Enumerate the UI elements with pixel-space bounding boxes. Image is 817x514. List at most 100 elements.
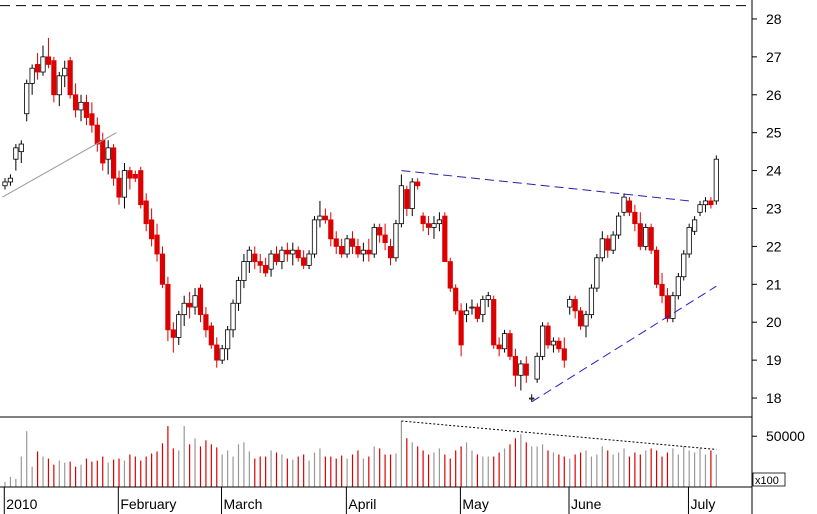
candle-body: [659, 283, 665, 297]
price-tick-label: 27: [766, 49, 782, 65]
candle-body: [290, 249, 296, 255]
candle-body: [626, 200, 633, 213]
candle-body: [436, 219, 443, 225]
candle-body: [284, 249, 290, 255]
candle-body: [697, 204, 703, 213]
candle-body: [507, 333, 513, 357]
candle-body: [132, 173, 138, 179]
candle-body: [480, 299, 486, 316]
candle-body: [512, 355, 519, 376]
candle-body: [648, 227, 654, 251]
candle-body: [149, 219, 155, 240]
price-tick-label: 25: [766, 125, 782, 141]
volume-panel: [4, 420, 717, 487]
price-tick-label: 26: [766, 87, 782, 103]
price-tick-label: 18: [766, 390, 782, 406]
candle-body: [496, 344, 502, 350]
candle-body: [463, 310, 470, 316]
candle-body: [447, 261, 453, 289]
candle-body: [474, 306, 481, 319]
candle-body: [241, 261, 247, 281]
candle-body: [654, 249, 660, 285]
candle-body: [214, 344, 220, 361]
candle-body: [442, 215, 448, 262]
month-label: April: [348, 496, 376, 512]
candle-body: [328, 219, 334, 240]
candle-body: [181, 302, 187, 316]
candle-body: [708, 200, 714, 206]
candle-body: [561, 348, 567, 361]
candle-body: [594, 257, 600, 289]
candle-body: [187, 302, 193, 308]
candle-body: [664, 295, 671, 319]
price-tick-label: 23: [766, 201, 782, 217]
candle-body: [72, 94, 79, 111]
candle-body: [577, 310, 584, 327]
candle-body: [382, 234, 388, 244]
candle-body: [219, 348, 225, 361]
candle-body: [51, 60, 57, 96]
candle-body: [529, 397, 535, 400]
candle-body: [550, 340, 557, 346]
candle-body: [393, 223, 399, 259]
month-label: 2010: [6, 496, 37, 512]
candle-body: [333, 238, 339, 247]
price-tick-label: 19: [766, 352, 782, 368]
candle-body: [29, 67, 35, 84]
candle-body: [7, 177, 14, 183]
price-tick-label: 24: [766, 163, 782, 179]
candle-body: [40, 56, 46, 73]
candle-body: [567, 299, 573, 308]
candle-body: [208, 325, 214, 346]
candle-body: [45, 56, 52, 65]
candle-body: [360, 249, 366, 255]
volume-trendline: [401, 420, 717, 450]
trendline: [2, 132, 117, 198]
candle-body: [100, 139, 106, 164]
price-panel: [0, 5, 752, 403]
month-label: June: [571, 496, 602, 512]
candle-body: [453, 287, 459, 312]
candle-body: [34, 64, 41, 73]
month-label: February: [120, 496, 176, 512]
price-tick-label: 21: [766, 276, 782, 292]
candle-body: [24, 83, 30, 115]
candle-body: [545, 325, 551, 346]
candle-body: [13, 147, 19, 160]
candle-body: [2, 181, 8, 187]
candle-body: [257, 261, 263, 266]
candle-body: [501, 333, 508, 350]
candle-body: [371, 227, 377, 255]
candle-body: [246, 249, 252, 262]
candle-body: [192, 295, 198, 308]
candle-body: [621, 196, 627, 213]
candle-body: [409, 181, 415, 209]
candle-body: [670, 295, 676, 319]
candle-body: [518, 363, 524, 376]
candle-body: [523, 363, 529, 376]
candle-body: [311, 219, 318, 255]
volume-multiplier-label: x100: [755, 475, 779, 487]
candle-body: [154, 234, 160, 255]
candle-body: [599, 238, 605, 259]
candle-body: [94, 124, 100, 145]
price-tick-label: 28: [766, 11, 782, 27]
candle-body: [67, 60, 73, 96]
candle-body: [415, 181, 421, 187]
candle-body: [301, 257, 307, 266]
candle-body: [317, 215, 323, 221]
candle-body: [268, 253, 274, 270]
candle-body: [675, 276, 681, 297]
price-tick-label: 20: [766, 314, 782, 330]
candle-body: [56, 75, 62, 96]
candle-body: [203, 314, 209, 331]
candle-body: [534, 355, 540, 380]
candle-body: [632, 211, 638, 225]
candle-body: [387, 246, 394, 259]
candle-body: [322, 215, 328, 221]
month-label: May: [462, 496, 488, 512]
candle-body: [235, 280, 242, 304]
candle-body: [637, 223, 643, 247]
candle-body: [143, 200, 149, 225]
